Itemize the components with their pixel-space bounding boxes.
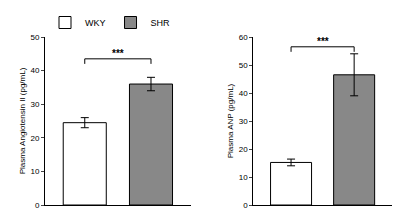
svg-text:WKY: WKY: [85, 18, 106, 28]
svg-text:***: ***: [317, 36, 329, 47]
svg-text:0: 0: [243, 201, 248, 210]
svg-text:50: 50: [30, 33, 39, 42]
svg-text:30: 30: [239, 117, 248, 126]
svg-text:20: 20: [239, 145, 248, 154]
svg-text:Plasma ANP (pg/mL): Plasma ANP (pg/mL): [226, 83, 235, 158]
svg-text:60: 60: [239, 33, 248, 42]
svg-text:10: 10: [239, 173, 248, 182]
svg-text:40: 40: [30, 66, 39, 75]
svg-text:10: 10: [30, 167, 39, 176]
svg-text:30: 30: [30, 100, 39, 109]
svg-text:SHR: SHR: [151, 18, 171, 28]
svg-text:50: 50: [239, 61, 248, 70]
svg-text:***: ***: [112, 48, 124, 59]
svg-text:Plasma Angiotensin II (pg/mL): Plasma Angiotensin II (pg/mL): [18, 67, 27, 174]
svg-text:0: 0: [35, 201, 40, 210]
svg-text:20: 20: [30, 134, 39, 143]
svg-text:40: 40: [239, 89, 248, 98]
